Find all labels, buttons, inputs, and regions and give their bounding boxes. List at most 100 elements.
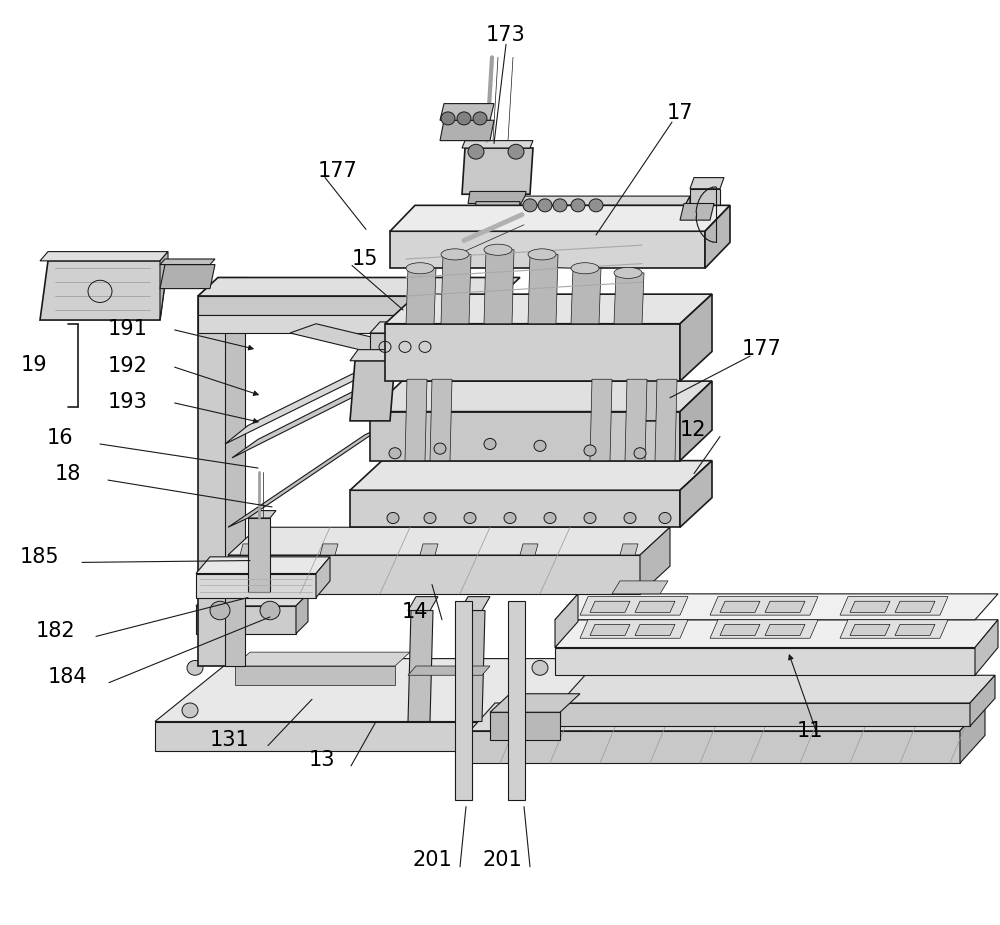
Polygon shape xyxy=(612,581,668,594)
Ellipse shape xyxy=(406,263,434,274)
Circle shape xyxy=(571,199,585,212)
Polygon shape xyxy=(385,324,680,381)
Polygon shape xyxy=(235,666,395,684)
Polygon shape xyxy=(240,544,258,555)
Polygon shape xyxy=(155,722,560,751)
Polygon shape xyxy=(390,231,705,268)
Polygon shape xyxy=(196,594,308,606)
Polygon shape xyxy=(520,196,690,205)
Circle shape xyxy=(532,660,548,675)
Text: 193: 193 xyxy=(108,392,148,413)
Circle shape xyxy=(542,703,558,718)
Polygon shape xyxy=(248,511,276,518)
Polygon shape xyxy=(430,379,452,461)
Polygon shape xyxy=(555,594,998,620)
Ellipse shape xyxy=(571,263,599,274)
Circle shape xyxy=(523,199,537,212)
Text: 191: 191 xyxy=(108,319,148,339)
Polygon shape xyxy=(228,555,640,594)
Circle shape xyxy=(544,512,556,524)
Circle shape xyxy=(659,512,671,524)
Polygon shape xyxy=(685,196,690,226)
Polygon shape xyxy=(370,333,450,370)
Polygon shape xyxy=(635,624,675,635)
Circle shape xyxy=(584,445,596,456)
Polygon shape xyxy=(228,527,670,555)
Polygon shape xyxy=(710,597,818,615)
Polygon shape xyxy=(406,268,436,324)
Polygon shape xyxy=(508,601,525,800)
Circle shape xyxy=(260,601,280,620)
Polygon shape xyxy=(470,731,960,763)
Text: 184: 184 xyxy=(48,667,88,687)
Text: 201: 201 xyxy=(482,850,522,870)
Polygon shape xyxy=(580,620,688,638)
Text: 173: 173 xyxy=(486,25,526,45)
Circle shape xyxy=(182,703,198,718)
Polygon shape xyxy=(160,265,215,289)
Text: 11: 11 xyxy=(797,721,823,741)
Polygon shape xyxy=(680,461,712,527)
Circle shape xyxy=(553,199,567,212)
Polygon shape xyxy=(560,703,970,726)
Ellipse shape xyxy=(484,244,512,255)
Circle shape xyxy=(508,144,524,159)
Ellipse shape xyxy=(614,267,642,278)
Text: 177: 177 xyxy=(318,161,358,181)
Polygon shape xyxy=(40,252,168,261)
Text: 15: 15 xyxy=(352,249,378,269)
Polygon shape xyxy=(680,381,712,461)
Polygon shape xyxy=(408,666,490,675)
Polygon shape xyxy=(555,648,975,675)
Polygon shape xyxy=(528,254,558,324)
Polygon shape xyxy=(590,379,612,461)
Polygon shape xyxy=(840,597,948,615)
Polygon shape xyxy=(850,624,890,635)
Polygon shape xyxy=(850,601,890,612)
Polygon shape xyxy=(680,204,714,220)
Circle shape xyxy=(504,512,516,524)
Polygon shape xyxy=(390,205,730,231)
Polygon shape xyxy=(155,659,638,722)
Text: 16: 16 xyxy=(47,427,73,448)
Polygon shape xyxy=(455,601,472,800)
Polygon shape xyxy=(440,104,494,120)
Ellipse shape xyxy=(441,249,469,260)
Polygon shape xyxy=(370,381,712,412)
Polygon shape xyxy=(620,544,638,555)
Circle shape xyxy=(187,660,203,675)
Text: 13: 13 xyxy=(309,750,335,771)
Text: 18: 18 xyxy=(55,463,81,484)
Polygon shape xyxy=(635,601,675,612)
Polygon shape xyxy=(520,544,538,555)
Polygon shape xyxy=(720,624,760,635)
Circle shape xyxy=(424,512,436,524)
Circle shape xyxy=(484,438,496,450)
Ellipse shape xyxy=(528,249,556,260)
Polygon shape xyxy=(625,379,647,461)
Polygon shape xyxy=(462,148,533,194)
Polygon shape xyxy=(960,703,985,763)
Polygon shape xyxy=(370,322,460,333)
Polygon shape xyxy=(970,675,995,726)
Polygon shape xyxy=(350,361,395,421)
Polygon shape xyxy=(385,294,712,324)
Text: 12: 12 xyxy=(680,420,706,440)
Text: 131: 131 xyxy=(210,730,250,750)
Polygon shape xyxy=(420,544,438,555)
Polygon shape xyxy=(690,189,720,233)
Polygon shape xyxy=(196,606,296,634)
Polygon shape xyxy=(474,202,520,222)
Polygon shape xyxy=(840,620,948,638)
Circle shape xyxy=(538,199,552,212)
Polygon shape xyxy=(590,624,630,635)
Polygon shape xyxy=(490,712,560,740)
Polygon shape xyxy=(370,412,680,461)
Polygon shape xyxy=(895,624,935,635)
Polygon shape xyxy=(555,620,998,647)
Polygon shape xyxy=(290,324,470,370)
Polygon shape xyxy=(460,597,490,610)
Polygon shape xyxy=(590,601,630,612)
Polygon shape xyxy=(198,278,248,296)
Polygon shape xyxy=(198,314,500,333)
